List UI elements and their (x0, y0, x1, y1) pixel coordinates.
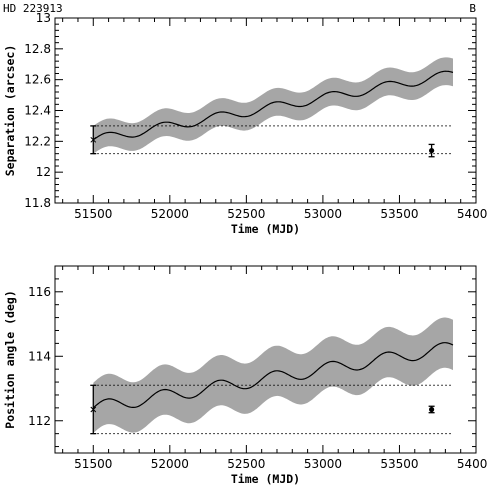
position-angle-panel: 515005200052500530005350054000112114116 … (3, 265, 487, 486)
position-angle-y-axis-label: Position angle (deg) (3, 290, 17, 428)
x-tick-label: 53000 (304, 457, 342, 471)
y-tick-label: 12.4 (24, 104, 51, 118)
panel-corner-label: B (469, 2, 476, 15)
y-tick-label: 12.6 (24, 73, 51, 87)
position-angle-axis-ticks: 51500 52000 52500 53000 53500 54000 112 114 116 (28, 265, 487, 471)
data-point-1 (90, 136, 97, 143)
model-curve-line (92, 342, 454, 409)
y-tick-label: 12.8 (24, 42, 51, 56)
x-tick-label: 53500 (380, 457, 418, 471)
separation-data-points (90, 125, 435, 158)
x-tick-label: 52000 (151, 457, 189, 471)
data-point-1 (90, 406, 97, 413)
separation-uncertainty-band (93, 57, 454, 154)
model-curve-line (92, 70, 454, 141)
uncertainty-band-area (93, 317, 454, 433)
x-tick-label: 52500 (227, 207, 265, 221)
x-tick-label: 51500 (74, 207, 112, 221)
uncertainty-band-area (93, 57, 454, 154)
separation-x-axis-label: Time (MJD) (231, 222, 300, 236)
separation-y-axis-label: Separation (arcsec) (3, 45, 17, 177)
x-tick-label: 52500 (227, 457, 265, 471)
separation-model-curve (92, 70, 454, 141)
data-point-2 (429, 147, 435, 154)
x-tick-label: 54000 (457, 207, 487, 221)
y-tick-label: 114 (28, 349, 51, 363)
x-tick-label: 53500 (380, 207, 418, 221)
y-tick-label: 13 (36, 11, 51, 25)
y-tick-label: 11.8 (24, 196, 51, 210)
y-tick-label: 116 (28, 285, 51, 299)
position-angle-plot-frame (54, 265, 477, 454)
x-tick-label: 53000 (304, 207, 342, 221)
y-tick-label: 12.2 (24, 134, 51, 148)
separation-panel: 51500 52000 52500 53000 53500 54000 11.8 12 12.2… (3, 11, 487, 236)
separation-plot-frame (54, 17, 477, 204)
position-angle-model-curve (92, 342, 454, 409)
figure-title: HD 223913 (3, 2, 63, 15)
y-tick-label: 12 (36, 165, 51, 179)
y-tick-label: 112 (28, 414, 51, 428)
data-point-2 (429, 406, 435, 413)
position-angle-uncertainty-band (93, 317, 454, 433)
x-tick-label: 54000 (457, 457, 487, 471)
position-angle-x-axis-label: Time (MJD) (231, 472, 300, 486)
x-tick-label: 52000 (151, 207, 189, 221)
position-angle-data-points (90, 384, 435, 435)
x-tick-label: 51500 (74, 457, 112, 471)
